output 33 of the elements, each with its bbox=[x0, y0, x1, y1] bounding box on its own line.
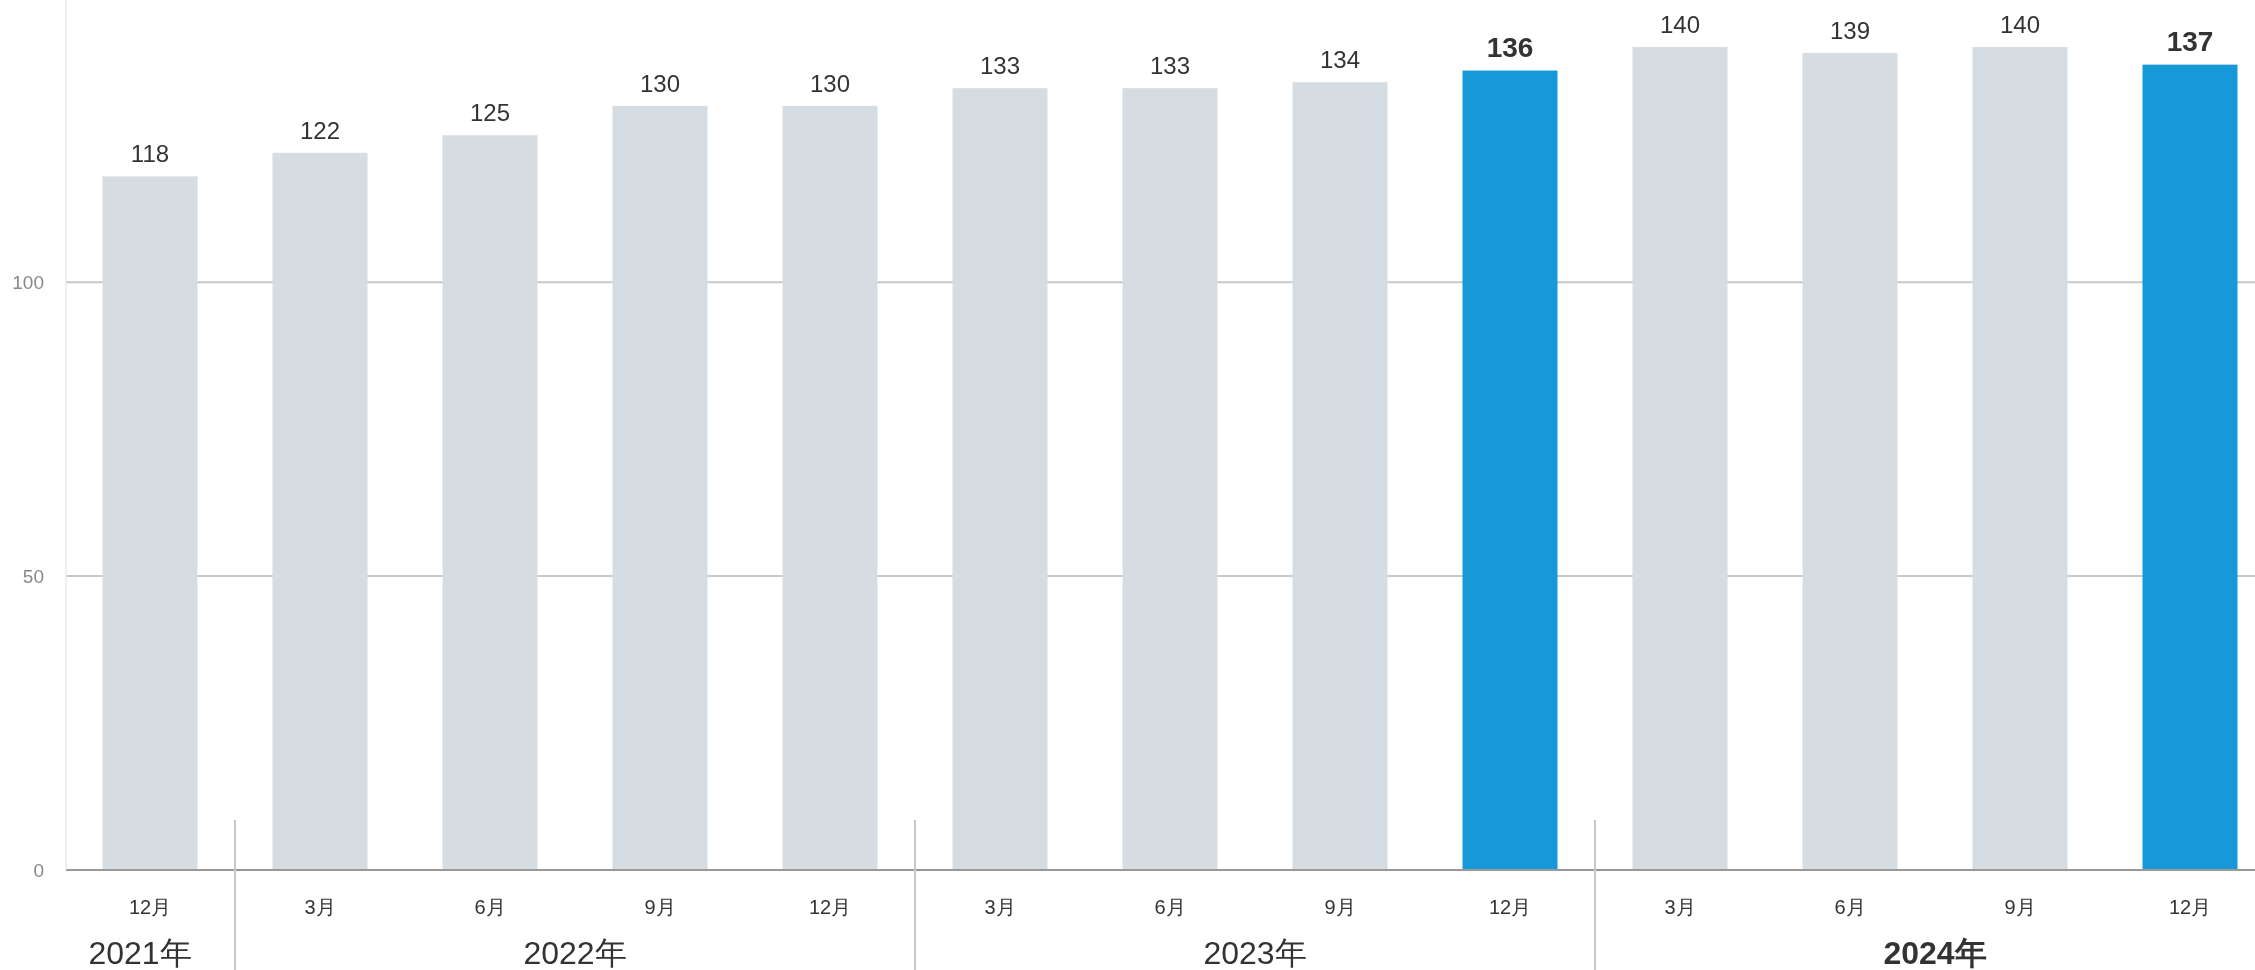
x-tick-label: 12月 bbox=[1488, 896, 1532, 918]
x-tick-label: 6月 bbox=[474, 896, 506, 918]
data-label: 140 bbox=[1999, 11, 2041, 39]
x-tick-label: 3月 bbox=[984, 896, 1016, 918]
data-label: 140 bbox=[1659, 11, 1701, 39]
data-label: 130 bbox=[809, 69, 851, 97]
data-label: 130 bbox=[639, 69, 681, 97]
data-label: 125 bbox=[469, 99, 511, 127]
data-label: 136 bbox=[1486, 31, 1534, 63]
y-tick-label: 50 bbox=[22, 566, 44, 588]
data-label: 133 bbox=[1149, 52, 1191, 80]
text: 2024年 bbox=[1883, 935, 1987, 970]
x-tick-label: 12月 bbox=[808, 896, 852, 918]
data-label: 122 bbox=[299, 116, 341, 144]
x-tick-label: 9月 bbox=[1324, 896, 1356, 918]
data-label: 139 bbox=[1829, 16, 1871, 44]
x-tick-label: 6月 bbox=[1834, 896, 1866, 918]
x-tick-label: 9月 bbox=[2004, 896, 2036, 918]
text: 2021年 bbox=[88, 935, 192, 970]
y-tick-label: 100 bbox=[12, 272, 44, 294]
x-tick-label: 9月 bbox=[644, 896, 676, 918]
x-tick-label: 3月 bbox=[304, 896, 336, 918]
x-tick-label: 3月 bbox=[1664, 896, 1696, 918]
x-tick-label: 12月 bbox=[2168, 896, 2212, 918]
data-label: 134 bbox=[1319, 46, 1361, 74]
text: 2023年 bbox=[1203, 935, 1307, 970]
text: 2022年 bbox=[523, 935, 627, 970]
x-tick-label: 6月 bbox=[1154, 896, 1186, 918]
x-tick-label: 12月 bbox=[128, 896, 172, 918]
y-tick-label: 0 bbox=[33, 860, 44, 881]
data-label: 133 bbox=[979, 52, 1021, 80]
data-label: 118 bbox=[130, 140, 170, 168]
data-label: 137 bbox=[2166, 25, 2214, 57]
